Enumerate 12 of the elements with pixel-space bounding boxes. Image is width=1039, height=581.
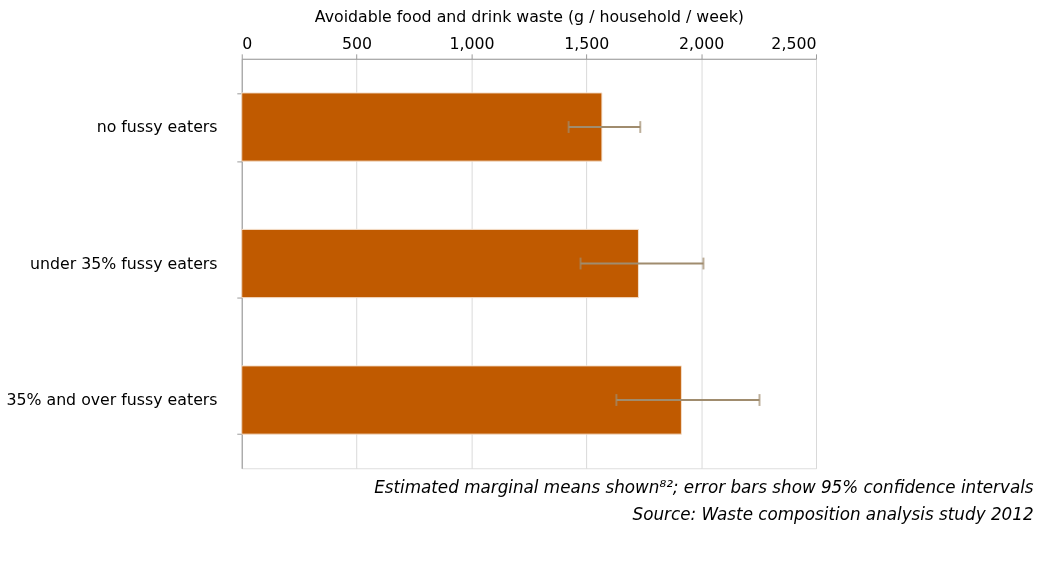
x-tick-label: 0	[242, 34, 253, 54]
source-note: Source: Waste composition analysis study 2012	[632, 503, 1034, 524]
x-tick-label: 2,500	[771, 34, 817, 54]
text: Estimated marginal means shown⁸²; error bars show 95% confidence intervals	[374, 476, 1034, 497]
x-tick-label: 2,000	[679, 34, 725, 54]
x-axis-title: Avoidable food and drink waste (g / household / week)	[314, 6, 744, 26]
y-tick-label: under 35% fussy eaters	[30, 253, 218, 273]
y-tick-label: 35% and over fussy eaters	[6, 390, 218, 410]
x-tick-label: 500	[342, 34, 373, 54]
x-tick-label: 1,000	[449, 34, 495, 54]
x-tick-label: 1,500	[564, 34, 610, 54]
y-tick-label: no fussy eaters	[96, 117, 218, 137]
